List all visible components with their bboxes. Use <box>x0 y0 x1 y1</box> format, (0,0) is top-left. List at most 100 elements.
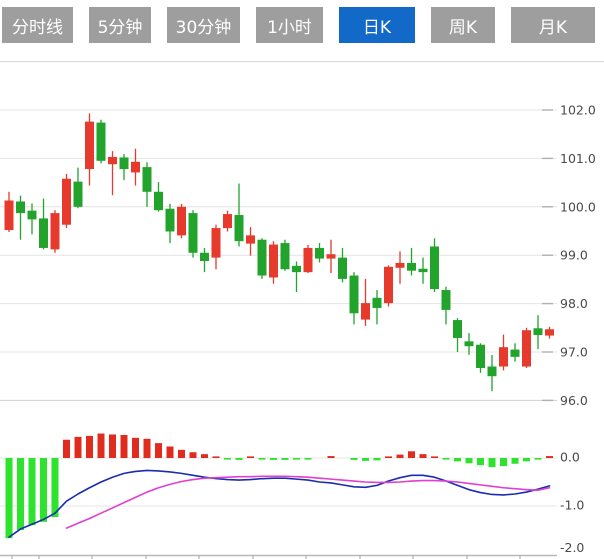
candle-body <box>211 228 221 258</box>
price-axis-label: 97.0 <box>560 345 588 360</box>
macd-bar <box>247 456 254 458</box>
macd-bar <box>477 458 484 466</box>
macd-bar <box>373 458 381 461</box>
macd-bar <box>5 458 13 539</box>
candle-body <box>96 122 106 161</box>
candle-body <box>119 157 129 170</box>
candle-body <box>430 246 439 290</box>
candle-body <box>73 181 83 207</box>
macd-bar <box>488 458 496 468</box>
macd-bar <box>28 458 36 526</box>
candle-body <box>188 213 198 253</box>
macd-bar <box>143 438 151 458</box>
macd-bar <box>511 458 519 464</box>
macd-bar <box>454 458 461 462</box>
macd-bar <box>523 458 530 462</box>
macd-bar <box>546 456 553 458</box>
candle-body <box>280 243 290 270</box>
macd-bar <box>97 433 105 458</box>
macd-histogram <box>5 433 553 539</box>
macd-axis-label: -1.0 <box>560 498 584 513</box>
macd-bar <box>385 456 392 458</box>
macd-bar <box>258 458 266 460</box>
candle-body <box>453 320 462 338</box>
candle-body <box>545 329 554 336</box>
candle-body <box>131 161 140 173</box>
candle-body <box>510 349 520 357</box>
tab-1hour[interactable]: 1小时 <box>256 7 323 43</box>
candle-body <box>418 268 428 273</box>
axis-labels: 102.0 101.0 100.0 99.0 98.0 97.0 96.0 0.0 -1.0 -2… <box>560 103 596 556</box>
candle-body <box>499 347 508 367</box>
grid-layer <box>0 61 604 559</box>
candle-body <box>384 266 393 304</box>
macd-bar <box>362 458 369 461</box>
price-axis-label: 96.0 <box>560 393 588 408</box>
macd-bar <box>74 436 82 458</box>
macd-bar <box>86 435 93 458</box>
candle-body <box>269 244 278 278</box>
tab-monthly-k[interactable]: 月K <box>511 7 595 43</box>
macd-bar <box>327 456 335 458</box>
macd-axis-label: 0.0 <box>560 450 580 465</box>
price-axis-label: 100.0 <box>560 199 596 214</box>
macd-bar <box>304 458 312 460</box>
candle-body <box>108 156 117 165</box>
candle-body <box>441 290 451 310</box>
candle-body <box>395 262 405 268</box>
candle-body <box>315 247 324 259</box>
candle-body <box>407 262 416 271</box>
price-axis-label: 99.0 <box>560 248 588 263</box>
candle-body <box>154 191 163 211</box>
candle-body <box>349 275 359 314</box>
candle-body <box>464 341 474 347</box>
dif-line <box>8 469 551 539</box>
macd-bar <box>51 458 59 518</box>
macd-bar <box>132 437 139 458</box>
macd-bar <box>166 446 174 458</box>
macd-bar <box>281 458 289 460</box>
macd-bar <box>270 458 277 460</box>
candle-body <box>200 252 209 262</box>
candle-body <box>476 344 485 368</box>
candle-body <box>326 254 336 259</box>
macd-bar <box>224 458 231 460</box>
price-axis-label: 101.0 <box>560 151 596 166</box>
candle-body <box>257 239 267 276</box>
macd-bar <box>109 434 116 458</box>
candle-body <box>16 201 25 214</box>
macd-bar <box>350 458 358 460</box>
macd-bar <box>419 454 427 458</box>
tab-daily-k[interactable]: 日K <box>339 7 415 43</box>
candle-body <box>234 215 244 242</box>
candle-body <box>223 214 232 229</box>
macd-bar <box>235 458 243 460</box>
macd-bar <box>465 458 473 464</box>
candle-body <box>522 330 531 367</box>
tab-5min[interactable]: 5分钟 <box>89 7 151 43</box>
macd-bar <box>189 452 197 458</box>
macd-bar <box>201 454 208 458</box>
macd-bar <box>442 458 450 460</box>
candle-body <box>62 178 71 225</box>
candle-body <box>487 366 497 377</box>
candlestick-series <box>4 113 554 392</box>
candle-body <box>27 210 37 220</box>
dea-line <box>65 475 551 529</box>
candle-body <box>361 303 370 320</box>
tab-timeline[interactable]: 分时线 <box>2 7 73 43</box>
macd-bar <box>293 458 300 460</box>
candle-body <box>177 206 186 236</box>
candle-body <box>338 257 347 279</box>
macd-lines <box>8 469 551 539</box>
macd-bar <box>500 458 507 467</box>
macd-bar <box>408 451 415 458</box>
macd-axis-label: -2.0 <box>560 540 584 555</box>
candle-body <box>142 167 152 192</box>
macd-bar <box>40 458 47 522</box>
tab-30min[interactable]: 30分钟 <box>167 7 240 43</box>
tab-weekly-k[interactable]: 周K <box>431 7 495 43</box>
candle-body <box>165 208 175 232</box>
candle-body <box>50 213 60 250</box>
